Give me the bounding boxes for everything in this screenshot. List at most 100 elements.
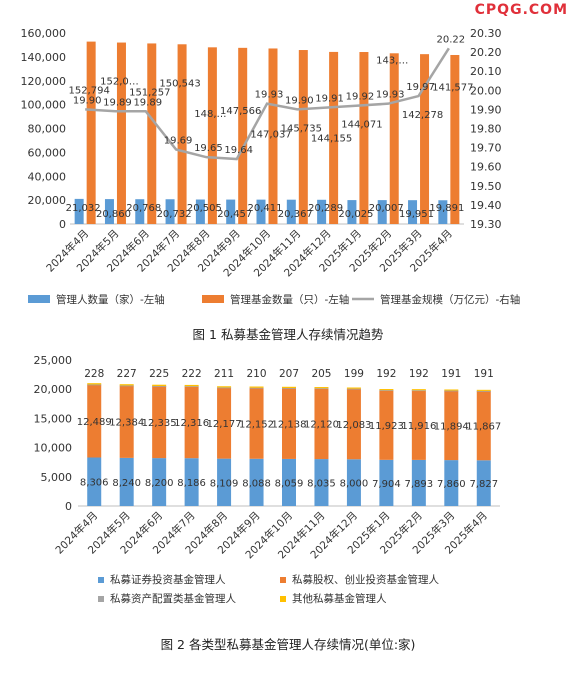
stack-segment — [152, 384, 167, 387]
label-other: 227 — [117, 368, 137, 380]
chart-caption: 图 1 私募基金管理人存续情况趋势 — [193, 327, 384, 342]
label-managers: 20,732 — [157, 209, 192, 220]
bar-managers — [317, 199, 327, 224]
stack-segment — [184, 386, 199, 388]
right-y-tick-label: 19.90 — [470, 103, 502, 116]
label-fund-scale: 19.64 — [224, 145, 253, 156]
stack-segment — [476, 389, 491, 391]
label-fund-scale: 19.89 — [133, 97, 162, 108]
chart-caption: 图 2 各类型私募基金管理人存续情况(单位:家) — [161, 637, 416, 652]
left-y-tick-label: 80,000 — [28, 123, 67, 136]
right-y-tick-label: 20.20 — [470, 46, 502, 59]
stack-segment — [282, 386, 296, 388]
label-securities: 8,240 — [112, 478, 141, 489]
bar-managers — [438, 200, 448, 224]
label-funds: 147,566 — [220, 106, 261, 117]
label-other: 222 — [182, 368, 202, 380]
stack-segment — [444, 390, 459, 461]
label-pe-vc: 12,083 — [336, 420, 371, 431]
label-pe-vc: 11,923 — [369, 421, 404, 432]
label-managers: 20,289 — [308, 203, 343, 214]
stack-segment — [444, 460, 459, 506]
bar-funds — [147, 43, 157, 225]
label-managers: 20,025 — [338, 209, 373, 220]
label-fund-scale: 19.65 — [194, 143, 223, 154]
chart-2: 05,00010,00015,00020,00025,0002024年4月202… — [34, 354, 502, 652]
stack-segment — [184, 458, 199, 506]
legend-label: 管理人数量（家）-左轴 — [56, 293, 165, 306]
stack-segment — [314, 388, 329, 460]
y-tick-label: 10,000 — [34, 442, 73, 455]
right-y-tick-label: 19.70 — [470, 142, 502, 155]
stack-segment — [282, 388, 296, 459]
bar-funds — [116, 42, 126, 224]
left-y-tick-label: 160,000 — [21, 27, 67, 40]
label-funds: 152,0… — [100, 77, 139, 88]
label-other: 211 — [214, 368, 234, 380]
bar-managers — [165, 199, 175, 224]
label-pe-vc: 12,335 — [142, 418, 177, 429]
right-y-tick-label: 19.80 — [470, 123, 502, 136]
label-pe-vc: 11,867 — [466, 422, 501, 433]
label-pe-vc: 12,177 — [207, 419, 242, 430]
label-funds: 145,735 — [281, 123, 322, 134]
label-securities: 7,893 — [405, 479, 434, 490]
stack-segment — [411, 389, 426, 391]
label-securities: 8,306 — [80, 478, 109, 489]
stack-segment — [249, 386, 264, 388]
label-securities: 8,035 — [307, 479, 336, 490]
right-y-tick-label: 19.40 — [470, 199, 502, 212]
right-y-tick-label: 19.30 — [470, 218, 502, 231]
label-other: 192 — [376, 368, 396, 380]
stack-segment — [119, 385, 134, 458]
y-tick-label: 20,000 — [34, 383, 73, 396]
watermark-logo: CPQG.COM — [474, 2, 568, 18]
stack-segment — [346, 387, 361, 389]
label-managers: 19,891 — [429, 203, 464, 214]
bar-funds — [450, 54, 460, 224]
stack-segment — [282, 458, 296, 506]
label-fund-scale: 19.91 — [315, 93, 344, 104]
label-funds: 143,… — [376, 56, 408, 67]
label-funds: 150,543 — [159, 78, 200, 89]
stack-segment — [87, 457, 102, 506]
stack-segment — [379, 390, 394, 460]
label-funds: 144,155 — [311, 133, 352, 144]
bar-managers — [195, 199, 205, 224]
left-y-tick-label: 0 — [59, 218, 66, 231]
stack-segment — [346, 388, 361, 460]
label-securities: 7,860 — [437, 479, 466, 490]
stack-segment — [476, 460, 491, 506]
y-tick-label: 0 — [65, 500, 72, 513]
label-managers: 20,007 — [369, 203, 404, 214]
label-other: 228 — [84, 368, 104, 380]
stack-segment — [346, 388, 361, 390]
left-y-tick-label: 40,000 — [28, 170, 67, 183]
bar-funds — [389, 53, 399, 225]
legend-swatch — [98, 577, 104, 583]
legend-swatch — [98, 596, 104, 602]
stack-segment — [249, 387, 264, 389]
label-fund-scale: 19.97 — [406, 82, 435, 93]
label-other: 199 — [344, 368, 364, 380]
legend-label: 私募证券投资基金管理人 — [110, 573, 226, 586]
label-pe-vc: 12,152 — [239, 419, 274, 430]
left-y-tick-label: 120,000 — [21, 75, 67, 88]
left-y-tick-label: 60,000 — [28, 146, 67, 159]
label-managers: 20,457 — [217, 209, 252, 220]
bar-funds — [359, 52, 369, 224]
y-tick-label: 25,000 — [34, 354, 73, 367]
label-pe-vc: 12,120 — [304, 420, 339, 431]
left-y-tick-label: 100,000 — [21, 99, 67, 112]
bar-managers — [347, 200, 357, 224]
label-securities: 7,827 — [469, 479, 498, 490]
stack-segment — [444, 390, 459, 392]
line-fund-scale — [85, 47, 450, 161]
bar-funds — [177, 44, 187, 225]
y-tick-label: 5,000 — [41, 471, 73, 484]
stack-segment — [314, 459, 329, 506]
right-y-tick-label: 20.10 — [470, 65, 502, 78]
label-managers: 20,367 — [278, 209, 313, 220]
right-y-tick-label: 19.60 — [470, 161, 502, 174]
